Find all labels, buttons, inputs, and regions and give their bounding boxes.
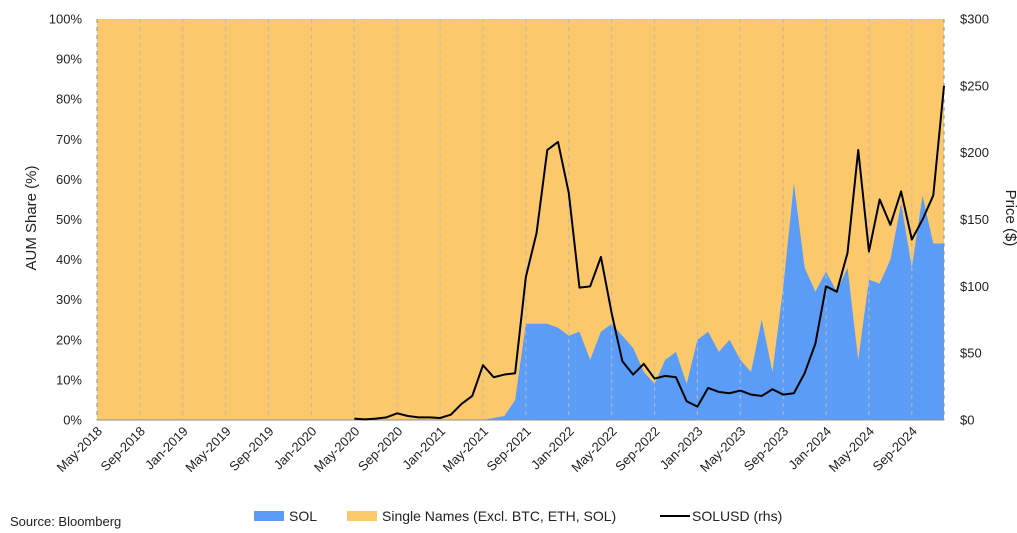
legend-swatch-sol	[254, 511, 284, 521]
y2-tick-label: $300	[960, 12, 989, 27]
y-tick-label: 60%	[56, 172, 82, 187]
y-tick-label: 50%	[56, 212, 82, 227]
y-tick-label: 0%	[63, 413, 82, 428]
y2-tick-label: $0	[960, 413, 974, 428]
area-sol	[97, 183, 944, 420]
legend-swatch-single-names-excl-btc-eth-sol	[347, 511, 377, 521]
y2-tick-label: $150	[960, 212, 989, 227]
legend-label-single-names-excl-btc-eth-sol: Single Names (Excl. BTC, ETH, SOL)	[382, 508, 616, 524]
y2-axis-title: Price ($)	[1002, 190, 1017, 247]
y-tick-label: 80%	[56, 92, 82, 107]
y-axis-title: AUM Share (%)	[23, 165, 40, 270]
y2-tick-label: $200	[960, 145, 989, 160]
legend: SOL Single Names (Excl. BTC, ETH, SOL) SOL…	[254, 508, 782, 524]
y-tick-label: 40%	[56, 252, 82, 267]
line-solusd	[354, 85, 945, 421]
y2-tick-label: $50	[960, 346, 982, 361]
legend-label-sol: SOL	[289, 508, 317, 524]
y-tick-label: 100%	[49, 12, 83, 27]
y-tick-label: 90%	[56, 52, 82, 67]
y-tick-label: 70%	[56, 132, 82, 147]
plot-area	[97, 19, 944, 420]
y2-tick-label: $250	[960, 78, 989, 93]
area-single-names-excl-btc-eth-sol	[97, 19, 944, 420]
y-tick-label: 10%	[56, 372, 82, 387]
line-layer	[354, 85, 945, 421]
y-tick-label: 30%	[56, 292, 82, 307]
legend-label-solusd-rhs: SOLUSD (rhs)	[692, 508, 782, 524]
vertical-gridlines	[96, 19, 945, 421]
y-tick-label: 20%	[56, 332, 82, 347]
y2-tick-label: $100	[960, 279, 989, 294]
left-axis-ticks: 0% 10% 20% 30% 40% 50% 60% 70% 80% 90% 100%	[49, 12, 83, 428]
right-axis-ticks: $0 $50 $100 $150 $200 $250 $300	[960, 12, 989, 428]
source-note: Source: Bloomberg	[10, 514, 122, 529]
